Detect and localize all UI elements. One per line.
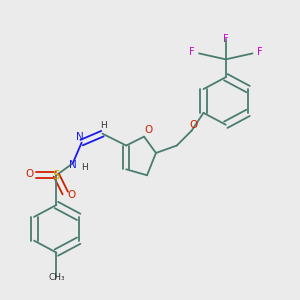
Text: N: N xyxy=(69,160,76,170)
Text: S: S xyxy=(53,169,60,182)
Text: O: O xyxy=(144,125,153,135)
Text: F: F xyxy=(257,47,263,57)
Text: F: F xyxy=(189,47,194,57)
Text: N: N xyxy=(76,132,84,142)
Text: H: H xyxy=(81,163,88,172)
Text: F: F xyxy=(223,34,229,44)
Text: O: O xyxy=(25,169,33,179)
Text: O: O xyxy=(189,120,197,130)
Text: O: O xyxy=(68,190,76,200)
Text: H: H xyxy=(100,121,107,130)
Text: CH₃: CH₃ xyxy=(48,273,65,282)
